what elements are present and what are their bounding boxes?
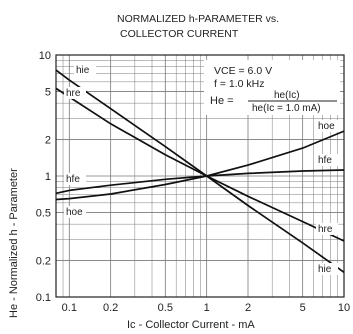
series-hoe-line xyxy=(55,130,345,201)
series-label-bg xyxy=(316,120,338,132)
series-label-hie: hie xyxy=(76,65,90,76)
annotation-eq-denominator: he(Ic = 1.0 mA) xyxy=(252,103,321,114)
series-label-bg xyxy=(316,263,338,275)
y-tick-label: 0.5 xyxy=(36,207,51,219)
annotation-background xyxy=(204,60,340,115)
annotation-frequency: f = 1.0 kHz xyxy=(214,78,264,90)
x-tick-label: 5 xyxy=(300,302,306,314)
x-tick-labels: 0.1 0.2 0.5 1 2 5 10 xyxy=(62,302,350,314)
y-tick-label: 5 xyxy=(45,86,51,98)
series-label-bg xyxy=(64,206,86,218)
x-tick-label: 10 xyxy=(338,302,350,314)
series-label-hfe: hfe xyxy=(318,155,332,166)
series-label-hie: hie xyxy=(318,264,332,275)
x-axis-label: Ic - Collector Current - mA xyxy=(127,319,255,331)
series-label-hre: hre xyxy=(318,224,333,235)
series-label-bg xyxy=(74,64,96,76)
y-tick-label: 10 xyxy=(39,50,51,62)
series-label-bg xyxy=(64,87,86,99)
conditions-annotation: VCE = 6.0 V f = 1.0 kHz He = he(Ic) he(I… xyxy=(204,60,340,115)
series-label-hfe: hfe xyxy=(66,174,80,185)
series-label-bg xyxy=(316,223,338,235)
chart-title: NORMALIZED h-PARAMETER vs. xyxy=(117,13,279,25)
series-layer xyxy=(55,69,345,273)
y-tick-label: 2 xyxy=(45,135,51,147)
series-hre-line xyxy=(55,87,345,242)
y-tick-label: 0.1 xyxy=(36,292,51,304)
series-hfe-line xyxy=(55,169,345,195)
series-label-hoe: hoe xyxy=(318,121,335,132)
annotation-eq-lhs: He = xyxy=(210,95,234,107)
series-hie-line xyxy=(55,69,345,273)
y-axis-label: He - Normalized h - Parameter xyxy=(8,168,20,318)
series-label-bg xyxy=(316,154,338,166)
annotation-vce: VCE = 6.0 V xyxy=(214,65,272,77)
y-tick-label: 0.2 xyxy=(36,256,51,268)
series-label-hre: hre xyxy=(66,88,81,99)
annotation-eq-numerator: he(Ic) xyxy=(274,90,300,101)
x-tick-label: 0.2 xyxy=(103,302,118,314)
plot-frame xyxy=(55,54,345,298)
series-labels: hie hre hfe hoe hoe hfe hre hie xyxy=(64,64,338,275)
series-label-bg xyxy=(64,173,86,185)
x-tick-label: 1 xyxy=(204,302,210,314)
y-tick-label: 1 xyxy=(45,171,51,183)
x-tick-label: 0.1 xyxy=(62,302,77,314)
chart-subtitle: COLLECTOR CURRENT xyxy=(120,28,239,40)
y-tick-labels: 0.1 0.2 0.5 1 2 5 10 xyxy=(36,50,51,304)
x-tick-label: 2 xyxy=(245,302,251,314)
series-label-hoe: hoe xyxy=(66,207,83,218)
x-tick-label: 0.5 xyxy=(158,302,173,314)
